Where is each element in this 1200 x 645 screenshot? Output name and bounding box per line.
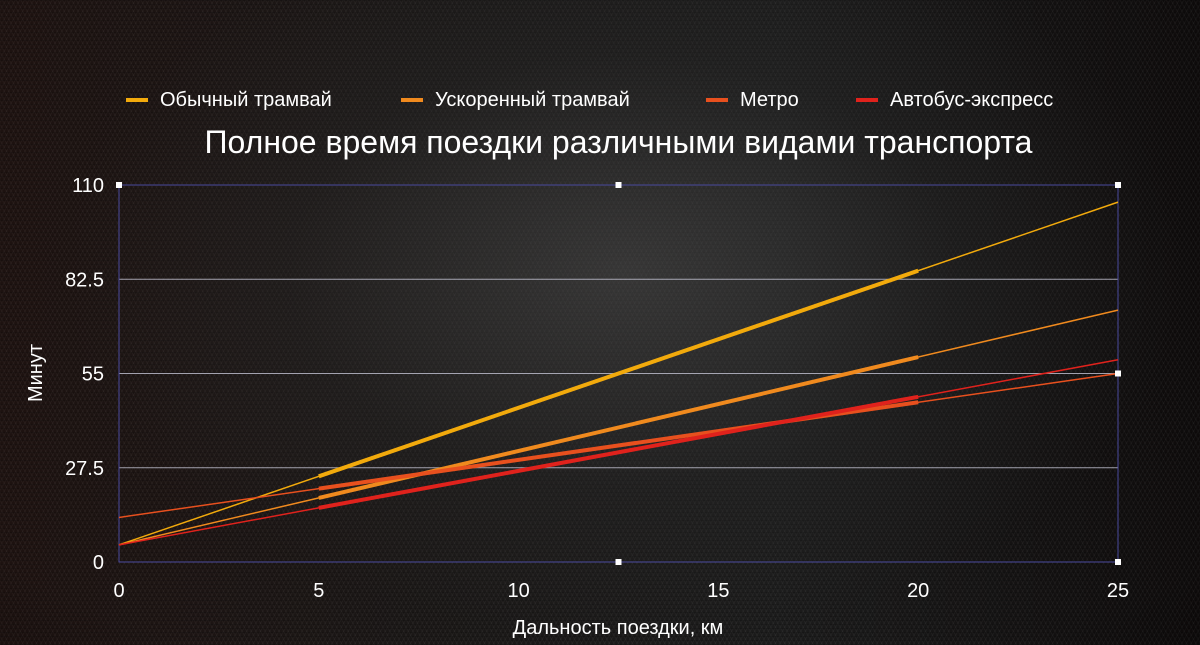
legend-label-express-tram: Ускоренный трамвай — [435, 89, 630, 111]
legend-swatch-regular-tram — [126, 98, 148, 102]
chart-title: Полное время поездки различными видами т… — [204, 124, 1033, 160]
tick-labels: 0 27.5 55 82.5 110 0 5 10 15 20 25 — [65, 175, 1129, 602]
x-tick-label: 20 — [907, 580, 929, 602]
legend-label-express-bus: Автобус-экспресс — [890, 89, 1054, 111]
x-tick-label: 25 — [1107, 580, 1129, 602]
selection-handles — [116, 182, 1121, 565]
resize-handle-top-right[interactable] — [1115, 182, 1121, 188]
legend-item-regular-tram: Обычный трамвай — [126, 88, 332, 112]
legend-item-metro: Метро — [706, 88, 799, 112]
legend-item-express-bus: Автобус-экспресс — [856, 88, 1053, 112]
y-tick-label: 82.5 — [65, 269, 104, 291]
resize-handle-top-left[interactable] — [116, 182, 122, 188]
legend-label-regular-tram: Обычный трамвай — [160, 89, 332, 111]
x-tick-label: 0 — [113, 580, 124, 602]
x-tick-label: 5 — [313, 580, 324, 602]
y-axis-label: Минут — [25, 344, 47, 402]
y-tick-label: 0 — [93, 552, 104, 574]
resize-handle-right-middle[interactable] — [1115, 370, 1121, 377]
x-tick-label: 10 — [507, 580, 529, 602]
series-lines — [318, 268, 919, 510]
y-tick-label: 27.5 — [65, 458, 104, 480]
data-line-regular-tram — [318, 268, 919, 479]
resize-handle-bottom-right[interactable] — [1115, 559, 1121, 565]
y-tick-label: 55 — [82, 364, 104, 386]
legend-swatch-metro — [706, 98, 728, 102]
legend-item-express-tram: Ускоренный трамвай — [401, 88, 630, 112]
legend-swatch-express-tram — [401, 98, 423, 102]
resize-handle-bottom-middle[interactable] — [615, 559, 622, 565]
x-axis-label: Дальность поездки, км — [513, 617, 724, 639]
legend-swatch-express-bus — [856, 98, 878, 102]
resize-handle-top-middle[interactable] — [615, 182, 622, 188]
data-line-express-bus — [318, 394, 919, 510]
x-tick-label: 15 — [707, 580, 729, 602]
legend-label-metro: Метро — [740, 89, 799, 111]
y-tick-label: 110 — [72, 175, 104, 197]
